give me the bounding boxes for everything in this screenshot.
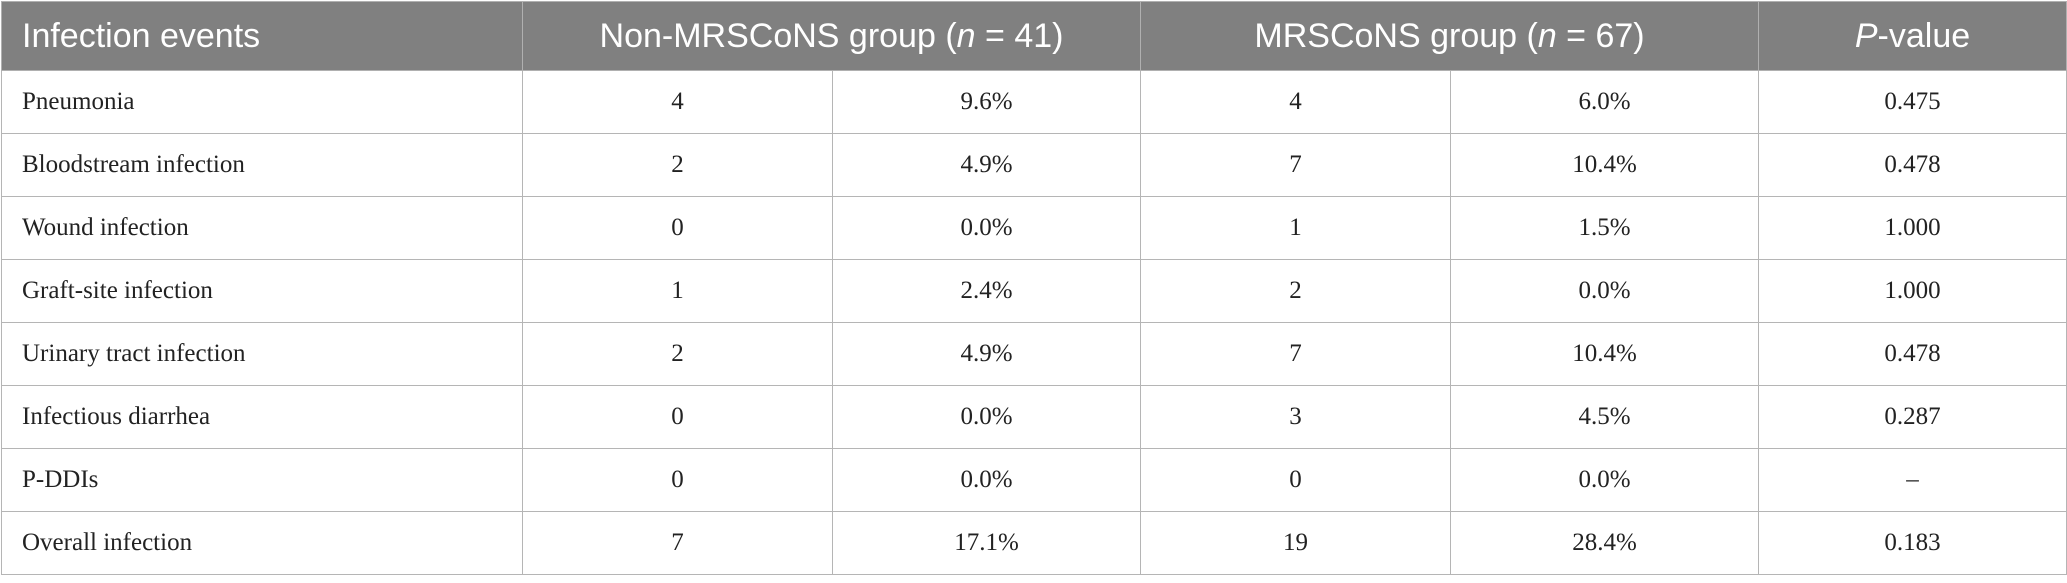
row-label: Overall infection bbox=[1, 511, 523, 575]
cell: 1.000 bbox=[1758, 259, 2067, 323]
cell: 1.000 bbox=[1758, 196, 2067, 260]
header-text: -value bbox=[1877, 16, 1971, 55]
table-row: Urinary tract infection 2 4.9% 7 10.4% 0.478 bbox=[1, 322, 2067, 386]
cell: 0.0% bbox=[1449, 259, 1760, 323]
cell: 0 bbox=[522, 385, 833, 449]
cell: 4 bbox=[1140, 70, 1451, 134]
table-row: Overall infection 7 17.1% 19 28.4% 0.183 bbox=[1, 511, 2067, 575]
header-text: Infection events bbox=[22, 16, 261, 55]
cell: 2.4% bbox=[832, 259, 1141, 323]
cell: 3 bbox=[1140, 385, 1451, 449]
cell: 7 bbox=[522, 511, 833, 575]
cell: 17.1% bbox=[832, 511, 1141, 575]
cell: 0.0% bbox=[1449, 448, 1760, 512]
cell: 4 bbox=[522, 70, 833, 134]
row-label: Graft-site infection bbox=[1, 259, 523, 323]
table-row: Pneumonia 4 9.6% 4 6.0% 0.475 bbox=[1, 70, 2067, 134]
cell: – bbox=[1758, 448, 2067, 512]
header-text: n bbox=[956, 16, 976, 55]
cell: 9.6% bbox=[832, 70, 1141, 134]
header-cell: Non-MRSCoNS group (n = 41) bbox=[522, 1, 1141, 71]
row-label: Pneumonia bbox=[1, 70, 523, 134]
cell: 4.5% bbox=[1449, 385, 1760, 449]
cell: 10.4% bbox=[1449, 133, 1760, 197]
table-row: P-DDIs 0 0.0% 0 0.0% – bbox=[1, 448, 2067, 512]
row-label: P-DDIs bbox=[1, 448, 523, 512]
table-row: Bloodstream infection 2 4.9% 7 10.4% 0.478 bbox=[1, 133, 2067, 197]
cell: 0.0% bbox=[832, 385, 1141, 449]
table-row: Wound infection 0 0.0% 1 1.5% 1.000 bbox=[1, 196, 2067, 260]
header-text: Non-MRSCoNS group ( bbox=[599, 16, 957, 55]
row-label: Infectious diarrhea bbox=[1, 385, 523, 449]
table-row: Infectious diarrhea 0 0.0% 3 4.5% 0.287 bbox=[1, 385, 2067, 449]
cell: 0 bbox=[1140, 448, 1451, 512]
cell: 2 bbox=[522, 322, 833, 386]
header-cell: MRSCoNS group (n = 67) bbox=[1139, 1, 1760, 71]
header-text: = 41) bbox=[975, 16, 1064, 55]
cell: 0.478 bbox=[1758, 322, 2067, 386]
cell: 7 bbox=[1140, 322, 1451, 386]
header-text: = 67) bbox=[1556, 16, 1645, 55]
cell: 28.4% bbox=[1449, 511, 1760, 575]
cell: 4.9% bbox=[832, 133, 1141, 197]
cell: 19 bbox=[1140, 511, 1451, 575]
cell: 7 bbox=[1140, 133, 1451, 197]
cell: 2 bbox=[522, 133, 833, 197]
cell: 2 bbox=[1140, 259, 1451, 323]
table-row: Graft-site infection 1 2.4% 2 0.0% 1.000 bbox=[1, 259, 2067, 323]
cell: 1.5% bbox=[1449, 196, 1760, 260]
cell: 0.183 bbox=[1758, 511, 2067, 575]
cell: 0.0% bbox=[832, 196, 1141, 260]
cell: 10.4% bbox=[1449, 322, 1760, 386]
cell: 0 bbox=[522, 196, 833, 260]
cell: 0.0% bbox=[832, 448, 1141, 512]
cell: 0.287 bbox=[1758, 385, 2067, 449]
header-cell: Infection events bbox=[1, 1, 523, 71]
row-label: Urinary tract infection bbox=[1, 322, 523, 386]
header-cell: P-value bbox=[1758, 1, 2067, 71]
cell: 4.9% bbox=[832, 322, 1141, 386]
header-text: MRSCoNS group ( bbox=[1254, 16, 1538, 55]
row-label: Wound infection bbox=[1, 196, 523, 260]
cell: 6.0% bbox=[1449, 70, 1760, 134]
header-text: n bbox=[1537, 16, 1557, 55]
cell: 1 bbox=[522, 259, 833, 323]
header-text: P bbox=[1854, 16, 1878, 55]
header-row: Infection events Non-MRSCoNS group (n = 4… bbox=[1, 1, 2067, 71]
cell: 0.475 bbox=[1758, 70, 2067, 134]
cell: 0.478 bbox=[1758, 133, 2067, 197]
cell: 0 bbox=[522, 448, 833, 512]
table-body: Pneumonia 4 9.6% 4 6.0% 0.475 Bloodstream infe… bbox=[1, 70, 2067, 575]
cell: 1 bbox=[1140, 196, 1451, 260]
row-label: Bloodstream infection bbox=[1, 133, 523, 197]
